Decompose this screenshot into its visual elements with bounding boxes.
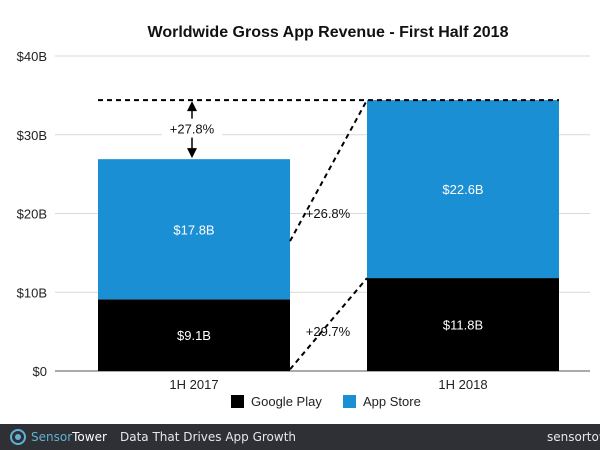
data-label: $9.1B [177, 328, 211, 343]
footer-bar: SensorTower Data That Drives App Growth … [0, 424, 600, 450]
data-label: $11.8B [443, 318, 483, 333]
bar-google-play [98, 299, 290, 371]
app-store-growth-label: +26.8% [306, 206, 351, 221]
bars: $9.1B $17.8B $11.8B $22.6B [98, 100, 559, 371]
bar-google-play [367, 278, 559, 371]
annotations: +27.8% +26.8% +29.7% [98, 99, 559, 370]
brand-name-part2: Tower [72, 430, 107, 444]
data-label: $22.6B [442, 182, 483, 197]
arrow-head-down [187, 148, 197, 159]
chart-title: Worldwide Gross App Revenue - First Half… [148, 24, 509, 41]
x-tick-label: 1H 2017 [169, 377, 218, 392]
revenue-chart: Worldwide Gross App Revenue - First Half… [17, 24, 590, 409]
arrow-head-up [187, 101, 197, 112]
tagline: Data That Drives App Growth [120, 430, 297, 444]
connector-line [289, 277, 368, 370]
y-tick-label: $10B [17, 285, 47, 300]
bar-app-store [367, 100, 559, 279]
y-tick-label: $20B [17, 207, 47, 222]
legend-swatch [231, 395, 244, 408]
google-play-growth-label: +29.7% [306, 324, 351, 339]
data-label: $17.8B [173, 222, 214, 237]
legend-label: Google Play [251, 394, 322, 409]
brand-name-part1: Sensor [31, 430, 73, 444]
y-tick-label: $30B [17, 128, 47, 143]
y-tick-label: $0 [33, 364, 47, 379]
legend: Google Play App Store [231, 394, 421, 409]
y-axis: $0 $10B $20B $30B $40B [17, 49, 47, 379]
total-growth-label: +27.8% [170, 122, 215, 137]
brand-name: SensorTower [31, 429, 107, 445]
annotation-bg [162, 118, 222, 138]
legend-label: App Store [363, 394, 421, 409]
x-tick-label: 1H 2018 [438, 377, 487, 392]
x-axis: 1H 2017 1H 2018 [169, 377, 487, 392]
site-url: sensortower.com [547, 430, 600, 444]
legend-swatch [343, 395, 356, 408]
bar-app-store [98, 159, 290, 300]
y-tick-label: $40B [17, 49, 47, 64]
sensortower-logo-icon [10, 429, 26, 445]
